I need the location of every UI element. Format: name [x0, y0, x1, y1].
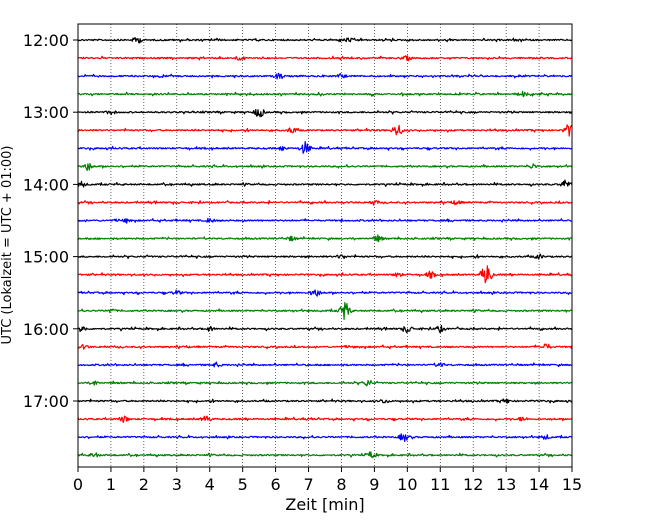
x-tick-label: 11	[430, 475, 450, 494]
x-tick-label: 15	[562, 475, 582, 494]
x-axis-label: Zeit [min]	[285, 495, 364, 514]
trace-12:00	[77, 37, 573, 44]
trace-13:30	[77, 141, 573, 154]
y-tick-label: 12:00	[23, 31, 69, 50]
trace-14:15	[77, 200, 573, 206]
grid-layer	[110, 24, 540, 467]
traces-layer	[77, 37, 573, 459]
trace-15:30	[77, 289, 573, 297]
trace-16:45	[77, 380, 572, 387]
trace-14:30	[77, 217, 572, 224]
trace-16:30	[77, 361, 572, 368]
trace-16:15	[77, 343, 573, 350]
trace-17:00	[77, 398, 573, 404]
trace-17:45	[77, 451, 573, 459]
x-tick-label: 0	[73, 475, 83, 494]
x-tick-label: 7	[303, 475, 313, 494]
x-tick-label: 4	[205, 475, 215, 494]
x-tick-label: 1	[106, 475, 116, 494]
trace-15:00	[77, 253, 573, 260]
trace-17:15	[77, 415, 573, 423]
trace-14:45	[77, 234, 573, 243]
trace-16:00	[77, 324, 573, 334]
y-tick-label: 13:00	[23, 103, 69, 122]
y-axis: 12:00 13:00 14:00 15:00 16:00 17:00	[23, 31, 78, 411]
trace-15:45	[78, 302, 573, 320]
x-tick-label: 3	[172, 475, 182, 494]
trace-12:30	[77, 72, 573, 80]
trace-17:30	[77, 433, 573, 442]
y-axis-label: UTC (Lokalzeit = UTC + 01:00)	[0, 146, 15, 345]
x-tick-label: 13	[496, 475, 516, 494]
trace-13:45	[77, 163, 573, 172]
x-tick-label: 10	[397, 475, 417, 494]
y-tick-label: 14:00	[23, 175, 69, 194]
trace-14:00	[77, 179, 573, 188]
y-tick-label: 17:00	[23, 392, 69, 411]
trace-12:15	[77, 55, 573, 62]
y-tick-label: 15:00	[23, 248, 69, 267]
x-axis: 0 1 2 3 4 5 6 7 8 9 10 11 12 13 14 15	[73, 467, 582, 494]
x-tick-label: 5	[238, 475, 248, 494]
plot-area-frame	[77, 23, 573, 468]
trace-15:15	[77, 265, 573, 284]
trace-13:15	[77, 124, 573, 137]
y-tick-label: 16:00	[23, 320, 69, 339]
x-tick-label: 14	[529, 475, 549, 494]
x-tick-label: 8	[336, 475, 346, 494]
trace-12:45	[77, 90, 573, 98]
x-tick-label: 6	[271, 475, 281, 494]
x-tick-label: 2	[139, 475, 149, 494]
trace-13:00	[77, 108, 573, 118]
x-tick-label: 9	[369, 475, 379, 494]
x-tick-label: 12	[463, 475, 483, 494]
